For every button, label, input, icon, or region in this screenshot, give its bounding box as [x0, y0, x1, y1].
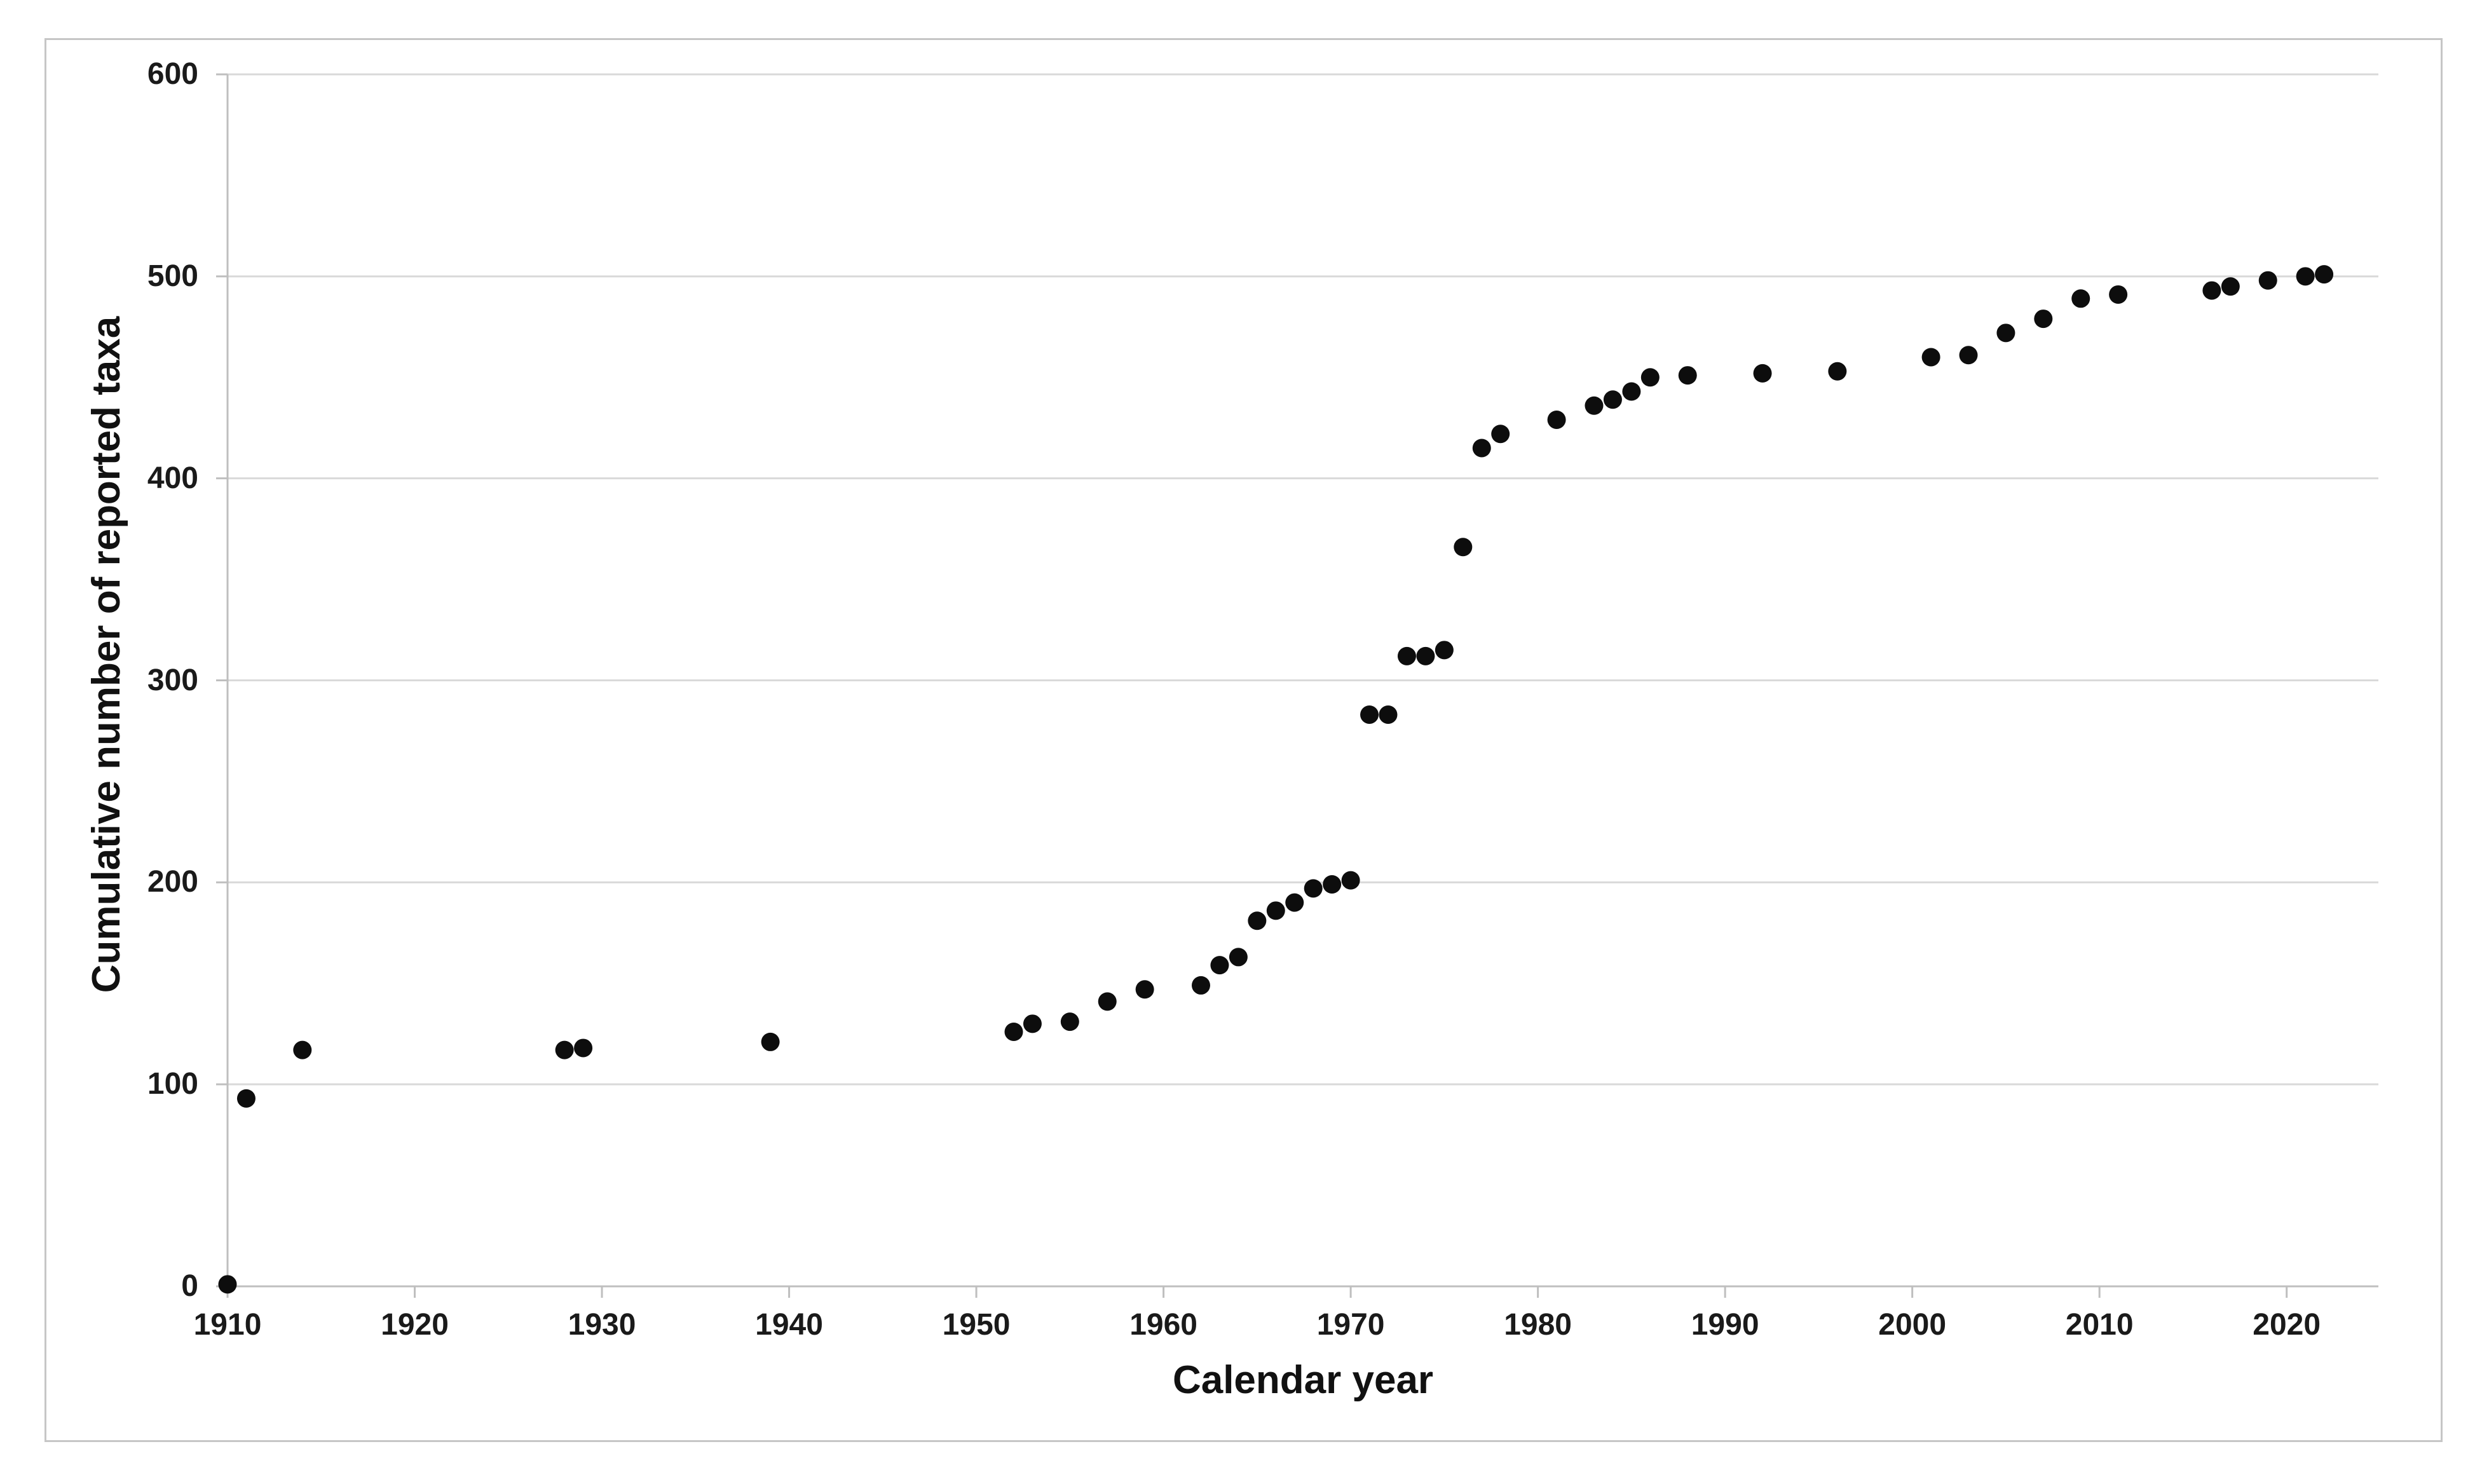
data-point-2001: [1921, 348, 1940, 367]
data-point-1973: [1397, 646, 1416, 665]
data-point-1963: [1210, 956, 1229, 975]
data-point-1911: [236, 1089, 256, 1108]
data-point-1955: [1060, 1012, 1079, 1031]
x-tick-label-1980: 1980: [1504, 1308, 1572, 1342]
data-point-1914: [293, 1040, 312, 1059]
x-tick-label-2020: 2020: [2253, 1308, 2321, 1342]
y-tick-label-300: 300: [147, 663, 198, 697]
data-point-2011: [2109, 285, 2128, 304]
data-point-1983: [1585, 396, 1604, 415]
data-point-1969: [1323, 875, 1342, 894]
data-point-1985: [1622, 382, 1641, 401]
data-point-1952: [1004, 1023, 1023, 1042]
data-point-1953: [1023, 1014, 1042, 1033]
data-point-1975: [1435, 641, 1454, 660]
data-point-1972: [1379, 705, 1398, 725]
data-point-1974: [1416, 646, 1435, 665]
data-point-2021: [2296, 267, 2315, 286]
x-tick-label-1940: 1940: [755, 1308, 823, 1342]
x-tick-label-1910: 1910: [193, 1308, 262, 1342]
data-point-1939: [761, 1032, 780, 1051]
data-point-1984: [1603, 390, 1622, 409]
y-tick-label-500: 500: [147, 259, 198, 293]
data-point-1996: [1828, 362, 1847, 381]
y-tick-label-0: 0: [181, 1269, 198, 1303]
data-point-1965: [1248, 911, 1267, 930]
data-point-1971: [1360, 705, 1379, 725]
data-point-2003: [1959, 346, 1978, 365]
data-point-1962: [1191, 976, 1210, 995]
figure-border: [44, 38, 2443, 1442]
data-point-2009: [2071, 289, 2090, 308]
data-point-2017: [2221, 277, 2240, 296]
data-point-2019: [2258, 271, 2277, 290]
data-point-1967: [1285, 893, 1304, 912]
data-point-1929: [574, 1038, 593, 1058]
x-tick-label-2010: 2010: [2065, 1308, 2134, 1342]
y-tick-label-400: 400: [147, 461, 198, 495]
data-point-1966: [1266, 901, 1285, 920]
data-point-1964: [1229, 948, 1248, 967]
data-point-1978: [1491, 425, 1510, 444]
x-tick-label-1970: 1970: [1316, 1308, 1385, 1342]
data-point-1976: [1454, 538, 1473, 557]
data-point-1981: [1547, 410, 1566, 429]
y-tick-label-100: 100: [147, 1067, 198, 1101]
data-point-2016: [2202, 281, 2221, 300]
y-axis-title: Cumulative number of reported taxa: [85, 316, 128, 993]
data-point-1928: [555, 1040, 574, 1059]
data-point-1970: [1341, 871, 1360, 890]
data-point-1959: [1135, 980, 1154, 999]
x-tick-label-1990: 1990: [1691, 1308, 1759, 1342]
data-point-1977: [1472, 439, 1491, 458]
x-tick-label-1960: 1960: [1129, 1308, 1197, 1342]
y-tick-label-600: 600: [147, 57, 198, 91]
data-point-1988: [1678, 366, 1697, 385]
data-point-1986: [1640, 368, 1660, 387]
y-tick-label-200: 200: [147, 865, 198, 899]
x-tick-label-1930: 1930: [568, 1308, 636, 1342]
data-point-2007: [2034, 310, 2053, 329]
x-tick-label-2000: 2000: [1878, 1308, 1947, 1342]
data-point-1910: [218, 1275, 237, 1294]
x-tick-label-1950: 1950: [942, 1308, 1011, 1342]
data-point-1992: [1753, 364, 1772, 383]
data-point-1957: [1098, 992, 1117, 1011]
data-point-2005: [1996, 323, 2015, 343]
x-tick-label-1920: 1920: [381, 1308, 449, 1342]
data-point-1968: [1304, 879, 1323, 898]
x-axis-title: Calendar year: [1172, 1358, 1434, 1402]
data-point-2022: [2315, 265, 2334, 284]
